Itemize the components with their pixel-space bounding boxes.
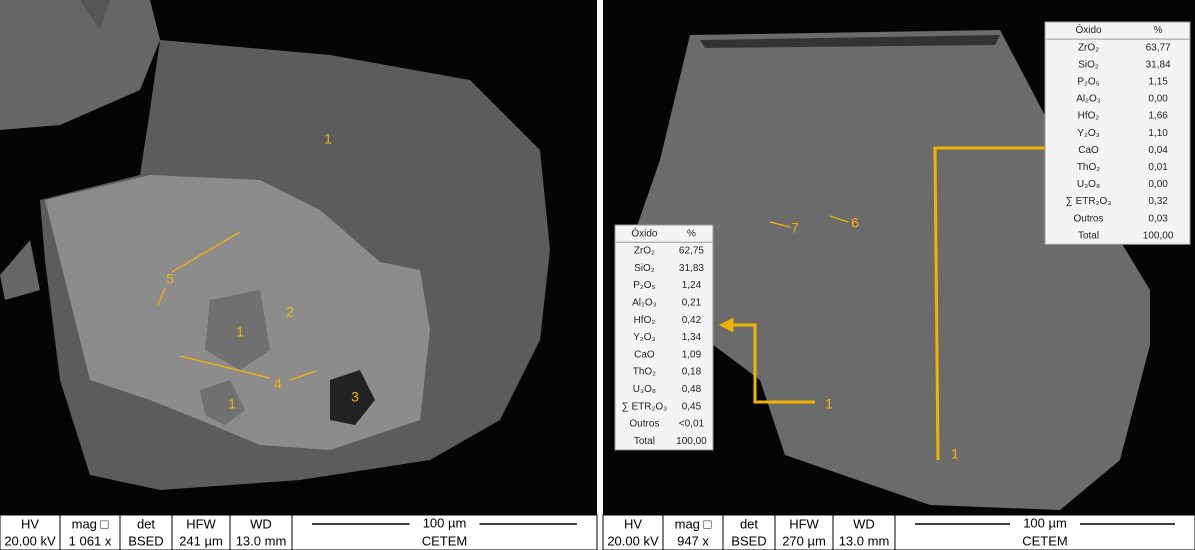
oxide-value: 0,01 [1148,162,1168,173]
point-label: 3 [351,389,359,405]
oxide-value: 63,77 [1146,42,1171,53]
oxide-name: CaO [1078,145,1099,156]
oxide-name: CaO [634,349,655,360]
info-header: HV [624,516,642,531]
table-header: Óxido [631,226,658,239]
oxide-name: HfO₂ [634,315,656,326]
info-value: BSED [128,533,163,548]
info-value: 13.0 mm [839,533,890,548]
oxide-value: 0,04 [1148,145,1168,156]
point-label: 5 [166,271,174,287]
point-label: 1 [228,396,236,412]
point-label: 1 [825,396,833,412]
oxide-name: Outros [1073,213,1103,224]
oxide-name: Al₂O₃ [1076,94,1101,105]
info-header: mag □ [675,516,712,531]
oxide-name: Total [1078,230,1099,241]
oxide-name: ∑ ETR₂O₃ [1066,196,1112,207]
oxide-value: 0,00 [1148,94,1168,105]
oxide-value: 0,03 [1148,213,1168,224]
oxide-value: 1,24 [682,280,702,291]
micrograph-figure: 1 5 1 2 4 1 3 HV 20.00 kV mag □ 1 061 x det BSED HFW 2… [0,0,1195,550]
oxide-name: U₃O₈ [633,384,656,395]
info-value: 13.0 mm [236,533,287,548]
oxide-name: ThO₂ [633,367,656,378]
oxide-value: 100,00 [1143,230,1174,241]
oxide-name: Y₂O₃ [1077,128,1099,139]
oxide-value: 1,15 [1148,76,1168,87]
info-value: 20.00 kV [607,533,659,548]
table-header: % [1154,25,1163,36]
point-label: 7 [791,220,799,236]
table-header: % [687,228,696,239]
oxide-name: P₂O₅ [1077,76,1099,87]
info-value: CETEM [1022,533,1068,548]
info-header: det [740,516,758,531]
point-label: 4 [274,376,282,392]
info-header: HFW [186,516,216,531]
info-value: CETEM [422,533,468,548]
info-header: mag □ [72,516,109,531]
oxide-name: Al₂O₃ [632,297,657,308]
oxide-value: 0,18 [682,367,702,378]
point-label: 1 [951,446,959,462]
oxide-name: ThO₂ [1077,162,1100,173]
oxide-name: SiO₂ [1078,59,1099,70]
oxide-value: 1,66 [1148,111,1168,122]
info-header: HFW [789,516,819,531]
point-label: 6 [851,215,859,231]
info-header: WD [250,516,272,531]
oxide-name: SiO₂ [634,263,655,274]
point-label: 2 [286,304,294,320]
oxide-value: <0,01 [679,419,705,430]
oxide-value: 1,34 [682,332,702,343]
info-value: BSED [731,533,766,548]
oxide-name: U₃O₈ [1077,179,1100,190]
oxide-name: ZrO₂ [1078,42,1099,53]
oxide-name: Outros [629,419,659,430]
info-header: WD [853,516,875,531]
oxide-name: ZrO₂ [634,246,655,257]
point-label: 1 [236,324,244,340]
oxide-table [1045,22,1190,244]
oxide-value: 0,21 [682,297,702,308]
info-value: 947 x [677,533,709,548]
oxide-value: 0,42 [682,315,702,326]
oxide-value: 31,83 [679,263,704,274]
oxide-value: 31,84 [1146,59,1171,70]
info-value: 1 061 x [69,533,112,548]
info-header: det [137,516,155,531]
oxide-value: 0,45 [682,401,702,412]
oxide-name: Total [634,436,655,447]
scale-label: 100 µm [1023,515,1067,530]
oxide-value: 100,00 [676,436,707,447]
info-value: 20.00 kV [4,533,56,548]
oxide-value: 62,75 [679,246,704,257]
oxide-value: 0,32 [1148,196,1168,207]
info-value: 270 µm [782,533,826,548]
info-header: HV [21,516,39,531]
oxide-name: Y₂O₃ [633,332,655,343]
oxide-value: 0,48 [682,384,702,395]
oxide-name: ∑ ETR₂O₃ [622,401,668,412]
scale-label: 100 µm [423,515,467,530]
oxide-value: 1,09 [682,349,702,360]
info-value: 241 µm [179,533,223,548]
oxide-value: 1,10 [1148,128,1168,139]
oxide-name: P₂O₅ [633,280,655,291]
oxide-name: HfO₂ [1078,111,1100,122]
table-header: Óxido [1075,23,1102,36]
point-label: 1 [324,131,332,147]
oxide-value: 0,00 [1148,179,1168,190]
